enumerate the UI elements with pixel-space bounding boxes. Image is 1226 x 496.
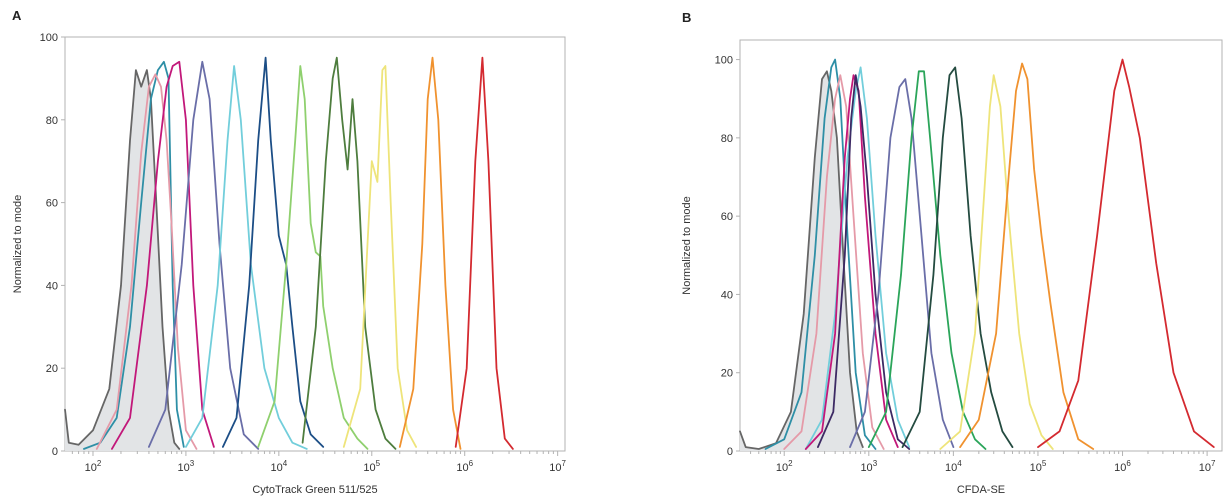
panel-b-histogram-series-4: [804, 74, 899, 450]
panel-a-x-tick-label: 107: [549, 459, 566, 474]
panel-a-y-tick-label: 20: [46, 363, 58, 375]
panel-a-histogram-series-1: [83, 60, 185, 450]
panel-b-plot: 0 20 40 60 80 100 102 103 104 105 106 107 CFDA-SE Nor…: [681, 39, 1223, 496]
panel-a-histogram-series-2: [95, 73, 198, 450]
panel-b-y-tick-label: 0: [727, 446, 733, 458]
panel-a-y-axis-title: Normalized to mode: [12, 195, 24, 293]
panel-a-histogram-series-9: [342, 65, 417, 448]
panel-b-letter: B: [682, 10, 691, 25]
panel-b-x-axis-title: CFDA-SE: [957, 484, 1005, 496]
panel-a-histogram-series-7: [257, 65, 369, 450]
panel-a-histogram-series-5: [185, 65, 308, 450]
panel-a-y-tick-label: 80: [46, 115, 58, 127]
panel-b-x-tick-label: 104: [945, 459, 962, 474]
panel-a-y-tick-label: 100: [40, 32, 58, 44]
panel-a-histogram-series-6: [222, 56, 325, 448]
panel-b-plot-frame: [739, 39, 1223, 452]
panel-b-histogram-series-11: [1037, 58, 1215, 448]
panel-a-x-tick-label: 102: [85, 459, 102, 474]
panel-b-y-tick-label: 80: [721, 133, 733, 145]
panel-a-unstained-control-fill: [65, 70, 180, 451]
panel-b-x-tick-label: 106: [1114, 459, 1131, 474]
panel-a-y-tick-label: 0: [52, 446, 58, 458]
panel-a-x-axis-title: CytoTrack Green 511/525: [252, 484, 377, 496]
panel-b-histogram-series-10: [959, 62, 1095, 450]
panel-a-x-tick-label: 104: [270, 459, 287, 474]
panel-b-histogram-series-9: [939, 74, 1054, 450]
panel-a-x-tick-label: 105: [363, 459, 380, 474]
panel-b-x-tick-label: 102: [776, 459, 793, 474]
panel-b-y-axis-title: Normalized to mode: [681, 196, 693, 294]
panel-a-x-tick-label: 106: [456, 459, 473, 474]
panel-a-unstained-control-line: [64, 69, 181, 450]
panel-a-histogram-series-4: [148, 60, 260, 450]
panel-b-histogram-series-1: [764, 58, 877, 450]
panel-b-y-tick-label: 60: [721, 211, 733, 223]
panel-a-y-tick-label: 60: [46, 198, 58, 210]
panel-b-unstained-control-line: [739, 70, 864, 450]
panel-a-y-tick-label: 40: [46, 280, 58, 292]
panel-a-letter: A: [12, 8, 22, 23]
panel-b-x-tick-label: 107: [1199, 459, 1216, 474]
panel-a-histogram-series-8: [301, 56, 397, 450]
panel-a-histogram-series-10: [398, 56, 462, 450]
panel-b-histogram-series-5: [817, 74, 911, 450]
panel-b-histogram-series-2: [783, 74, 885, 450]
panel-b-histogram-series-7: [867, 70, 987, 450]
panel-a-x-tick-label: 103: [178, 459, 195, 474]
panel-b-histogram-series-8: [901, 66, 1014, 448]
panel-b-histogram-series-6: [849, 78, 955, 448]
panel-b-y-tick-label: 40: [721, 289, 733, 301]
panel-b-y-tick-label: 20: [721, 368, 733, 380]
panel-a-plot-frame: [64, 36, 566, 452]
panel-b-y-tick-label: 100: [715, 55, 733, 67]
panel-a-histogram-series-11: [454, 56, 514, 450]
panel-b-x-tick-label: 103: [860, 459, 877, 474]
panel-a-histogram-series-3: [111, 60, 215, 450]
panel-a-plot: 0 20 40 60 80 100 102 103 104 105 106 107 CytoTrack …: [12, 32, 567, 496]
panel-b-x-tick-label: 105: [1030, 459, 1047, 474]
